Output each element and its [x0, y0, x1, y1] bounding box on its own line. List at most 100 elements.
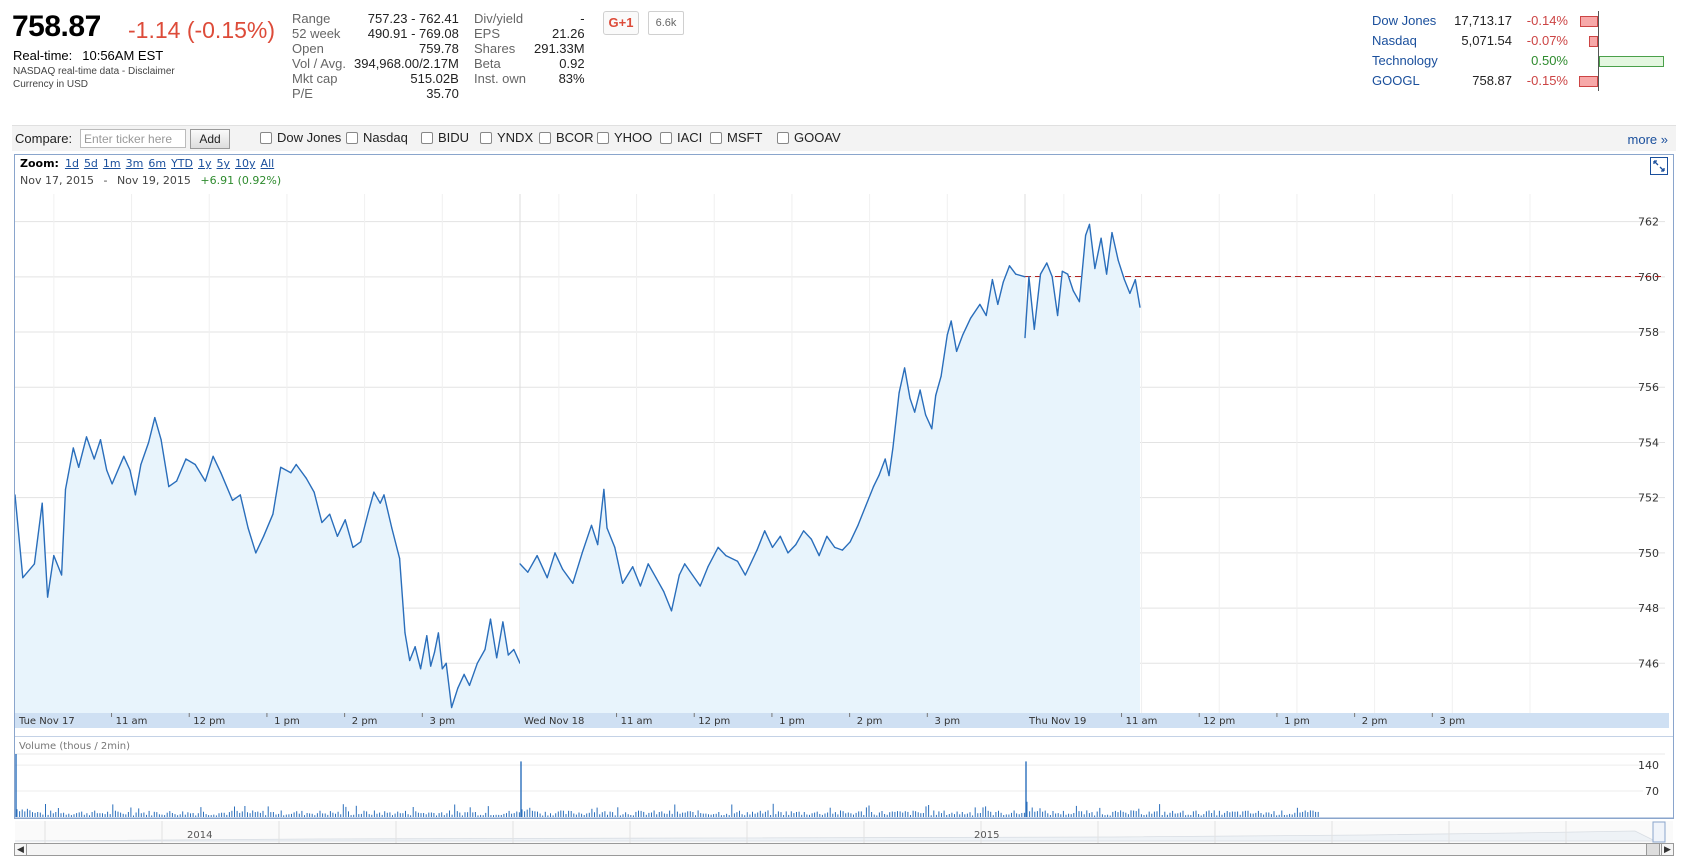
compare-checkbox-yndx[interactable]: YNDX [480, 130, 533, 145]
compare-checkbox-msft[interactable]: MSFT [710, 130, 762, 145]
price-point [168, 486, 170, 488]
x-tick-label: 2 pm [1362, 716, 1388, 727]
volume-y-tick: 140 [1638, 759, 1659, 772]
range-start[interactable]: Nov 17, 2015 [20, 174, 94, 187]
price-point [313, 491, 315, 493]
zoom-label: Zoom: [20, 157, 59, 170]
stat-label: Beta [474, 56, 501, 71]
checkbox-icon[interactable] [480, 131, 492, 144]
stat-row: 52 week 490.91 - 769.08 [292, 26, 459, 41]
checkbox-icon[interactable] [346, 131, 358, 144]
fullscreen-icon[interactable] [1650, 157, 1668, 175]
market-change-bar [1588, 36, 1598, 47]
price-point [33, 563, 35, 565]
checkbox-icon[interactable] [421, 131, 433, 144]
compare-ticker-input[interactable] [80, 129, 186, 148]
price-point [47, 596, 49, 598]
range-end[interactable]: Nov 19, 2015 [116, 174, 191, 187]
price-point [884, 458, 886, 460]
google-plus-button[interactable]: G+1 [603, 11, 639, 35]
zoom-5y[interactable]: 5y [216, 157, 231, 170]
price-point [888, 475, 890, 477]
y-tick-label: 746 [1638, 657, 1659, 670]
price-point [1094, 267, 1096, 270]
zoom-6m[interactable]: 6m [148, 157, 167, 170]
compare-ticker-label: IACI [677, 130, 703, 145]
add-compare-button[interactable]: Add [190, 129, 230, 149]
market-name-link[interactable]: GOOGL [1372, 73, 1420, 88]
checkbox-icon[interactable] [260, 131, 272, 144]
price-point [956, 350, 958, 352]
price-point [771, 546, 774, 548]
compare-checkbox-dow-jones[interactable]: Dow Jones [260, 130, 341, 145]
price-point [519, 563, 521, 565]
price-point [632, 566, 634, 568]
compare-checkbox-yhoo[interactable]: YHOO [597, 130, 652, 145]
market-name-link[interactable]: Technology [1372, 53, 1438, 68]
market-name-link[interactable]: Dow Jones [1372, 13, 1437, 28]
price-point [239, 494, 241, 496]
x-tick-label: 11 am [116, 716, 148, 727]
zoom-1y[interactable]: 1y [198, 157, 212, 170]
price-point [367, 510, 370, 513]
price-point [329, 513, 331, 515]
scroll-right-icon[interactable]: ▶ [1661, 844, 1673, 855]
scroll-left-icon[interactable]: ◀ [15, 844, 27, 855]
compare-checkbox-gooav[interactable]: GOOAV [777, 130, 841, 145]
price-change: -1.14 (-0.15%) [128, 17, 276, 43]
price-point [463, 673, 465, 675]
navigator-scrollbar[interactable]: ◀ ▶ [14, 843, 1674, 856]
plus-count: 6.6k [648, 11, 684, 35]
price-point [878, 475, 880, 477]
compare-checkbox-iaci[interactable]: IACI [660, 130, 702, 145]
navigator-strip[interactable]: 2014 2015 [15, 821, 1673, 843]
stat-row: Range 757.23 - 762.41 [292, 11, 459, 26]
price-point [154, 417, 156, 419]
price-point [970, 317, 972, 319]
zoom-1m[interactable]: 1m [102, 157, 121, 170]
more-link[interactable]: more » [1627, 132, 1668, 147]
compare-checkbox-bcor[interactable]: BCOR [539, 130, 594, 145]
scroll-thumb[interactable] [1646, 844, 1660, 855]
y-tick-label: 748 [1638, 602, 1659, 615]
checkbox-icon[interactable] [710, 131, 722, 144]
checkbox-icon[interactable] [539, 131, 551, 144]
price-point [404, 632, 406, 634]
stats-left: Range 757.23 - 762.41 52 week 490.91 - 769.… [292, 11, 459, 101]
compare-checkbox-bidu[interactable]: BIDU [421, 130, 469, 145]
stat-label: P/E [292, 86, 313, 101]
price-point [606, 527, 608, 529]
price-point [468, 684, 471, 686]
checkbox-icon[interactable] [597, 131, 609, 144]
zoom-10y[interactable]: 10y [235, 157, 256, 170]
price-point [1002, 281, 1004, 283]
compare-checkbox-nasdaq[interactable]: Nasdaq [346, 130, 408, 145]
price-point [231, 499, 234, 501]
price-point [736, 560, 739, 562]
volume-label: Volume (thous / 2min) [19, 741, 130, 752]
price-point [1024, 276, 1026, 278]
x-tick-label: Wed Nov 18 [524, 716, 584, 727]
x-tick-label: 3 pm [429, 716, 455, 727]
stat-value: 757.23 - 762.41 [367, 11, 459, 26]
price-point [176, 480, 178, 482]
stat-value: 515.02B [410, 71, 459, 86]
zoom-5d[interactable]: 5d [83, 157, 98, 170]
stat-row: Div/yield - [474, 11, 585, 26]
source-note[interactable]: NASDAQ real-time data - Disclaimer [13, 66, 175, 77]
price-point [849, 541, 851, 543]
zoom-ytd[interactable]: YTD [171, 157, 193, 170]
price-point [489, 618, 492, 620]
checkbox-icon[interactable] [660, 131, 672, 144]
market-row: Dow Jones 17,713.17 -0.14% [1372, 11, 1672, 31]
zoom-3m[interactable]: 3m [125, 157, 144, 170]
price-chart[interactable]: 746 748 750 752 754 756 758 760 762 Tue Nov 17 11 … [15, 194, 1673, 734]
market-name-link[interactable]: Nasdaq [1372, 33, 1417, 48]
checkbox-icon[interactable] [777, 131, 789, 144]
stat-label: EPS [474, 26, 501, 41]
price-point [904, 367, 906, 369]
zoom-1d[interactable]: 1d [64, 157, 79, 170]
price-point [810, 538, 812, 540]
compare-bar: Compare: Add Dow Jones Nasdaq BIDU YNDX BCOR… [12, 125, 1676, 151]
zoom-all[interactable]: All [260, 157, 275, 170]
